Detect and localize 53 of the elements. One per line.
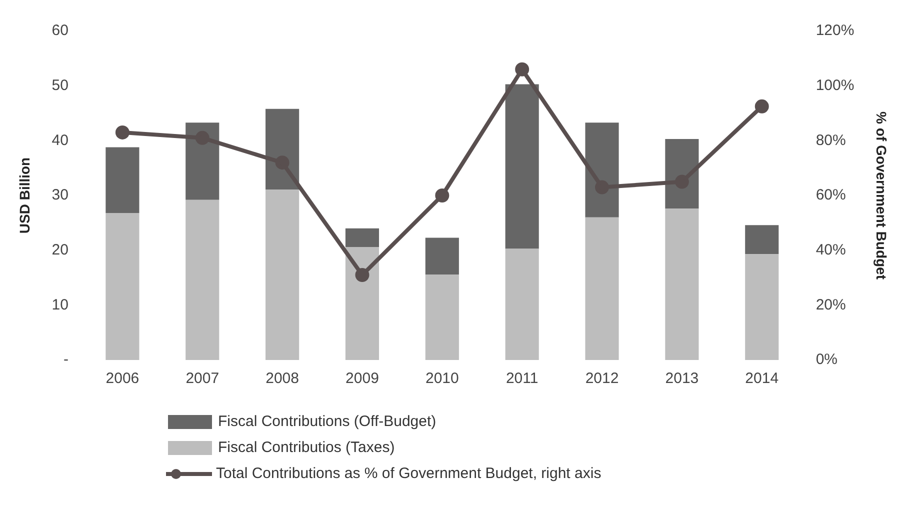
bar xyxy=(345,228,380,248)
x-tick-label: 2011 xyxy=(506,370,538,388)
bar xyxy=(186,200,220,360)
y2-tick-label: 120% xyxy=(816,22,854,40)
y2-tick-label: 0% xyxy=(816,351,838,368)
y2-tick-label: 40% xyxy=(816,241,846,258)
point xyxy=(355,268,370,282)
bar xyxy=(585,122,619,218)
bar xyxy=(186,122,220,200)
bar xyxy=(745,225,779,254)
legend-label: Fiscal Contributions (Off-Budget) xyxy=(218,413,436,430)
y2-axis-title: % of Government Budget xyxy=(874,111,890,280)
x-tick-label: 2008 xyxy=(266,370,299,388)
y2-tick-label: 100% xyxy=(816,76,854,94)
y2-tick-label: 60% xyxy=(816,186,846,204)
point xyxy=(435,188,450,202)
y-tick-label: 40 xyxy=(52,132,68,149)
bar xyxy=(106,213,140,360)
point xyxy=(275,156,290,170)
bar xyxy=(106,147,140,214)
y2-tick-label: 80% xyxy=(816,132,846,149)
x-tick-label: 2012 xyxy=(585,370,619,388)
y2-tick-label: 20% xyxy=(816,296,846,314)
y-tick-label: 50 xyxy=(52,76,68,94)
y-axis-title: USD Billion xyxy=(16,157,32,234)
x-tick-label: 2014 xyxy=(745,370,779,388)
bar xyxy=(505,248,539,360)
x-tick-label: 2010 xyxy=(425,370,459,388)
point xyxy=(115,125,130,140)
y-tick-label: 20 xyxy=(52,241,68,258)
point xyxy=(195,130,210,145)
bar xyxy=(505,84,539,249)
bar xyxy=(425,274,459,360)
point xyxy=(754,99,769,114)
y-tick-label: 60 xyxy=(52,22,68,40)
bar xyxy=(665,208,699,360)
x-tick-label: 2013 xyxy=(665,370,699,388)
y-tick-label: - xyxy=(63,351,68,368)
x-tick-label: 2007 xyxy=(186,370,220,388)
y-tick-label: 10 xyxy=(52,296,68,314)
bar xyxy=(745,254,779,360)
point xyxy=(515,62,530,76)
point xyxy=(595,180,610,194)
bar xyxy=(425,238,459,274)
x-tick-label: 2006 xyxy=(106,370,140,388)
y-tick-label: 30 xyxy=(52,186,68,204)
point xyxy=(674,174,689,189)
bar xyxy=(266,189,300,360)
x-tick-label: 2009 xyxy=(346,370,379,388)
bar xyxy=(345,247,380,360)
bar xyxy=(585,217,619,360)
legend-label: Total Contributions as % of Government Budget, right axis xyxy=(216,465,602,482)
legend-label: Fiscal Contributios (Taxes) xyxy=(218,439,395,456)
